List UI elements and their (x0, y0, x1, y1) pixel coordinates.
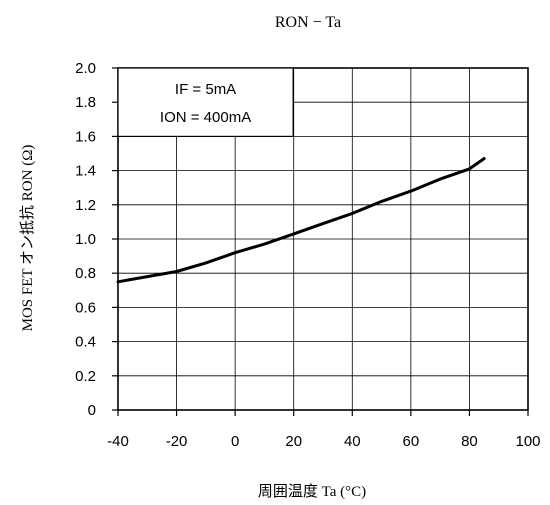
y-tick-labels: 0 0.2 0.4 0.6 0.8 1.0 1.2 1.4 1.6 1.8 2.0 (75, 60, 96, 419)
y-tick-label: 1.6 (75, 128, 96, 145)
series-group (118, 159, 484, 282)
chart-title: RON − Ta (275, 14, 341, 31)
annotation-line-if: IF = 5mA (175, 81, 236, 98)
annotation-frame (118, 68, 293, 136)
y-tick-label: 1.0 (75, 231, 96, 248)
x-tick-label: 80 (461, 433, 478, 450)
y-tick-label: 2.0 (75, 60, 96, 77)
y-tick-label: 0.4 (75, 334, 96, 351)
x-tick-label: -40 (107, 433, 129, 450)
y-axis-label: MOS FET オン抵抗 RON (Ω) (19, 145, 36, 332)
x-axis-label: 周囲温度 Ta (°C) (258, 483, 366, 500)
series-line (118, 159, 484, 282)
y-tick-label: 0.2 (75, 368, 96, 385)
x-tick-label: 100 (515, 433, 540, 450)
x-tick-label: 40 (344, 433, 361, 450)
annotation-box: IF = 5mA ION = 400mA (118, 68, 293, 136)
y-tick-label: 1.4 (75, 163, 96, 180)
y-tick-label: 0 (88, 402, 96, 419)
y-tick-label: 1.8 (75, 94, 96, 111)
x-tick-labels: -40 -20 0 20 40 60 80 100 (107, 433, 540, 450)
x-tick-label: 20 (285, 433, 302, 450)
y-tick-label: 0.8 (75, 265, 96, 282)
y-tick-label: 1.2 (75, 197, 96, 214)
x-tick-label: -20 (166, 433, 188, 450)
x-tick-label: 0 (231, 433, 239, 450)
x-tick-label: 60 (403, 433, 420, 450)
y-tick-label: 0.6 (75, 299, 96, 316)
annotation-line-ion: ION = 400mA (160, 109, 251, 126)
